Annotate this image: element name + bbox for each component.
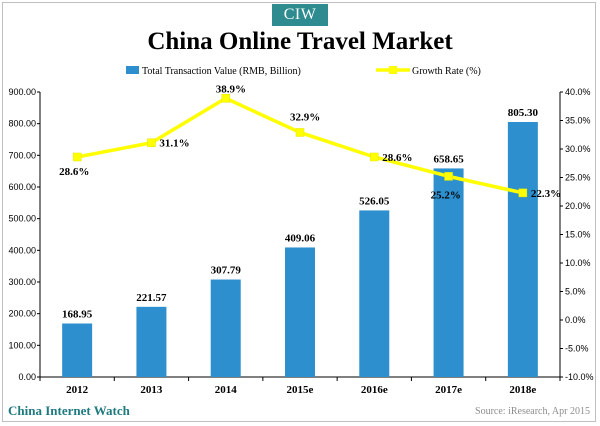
growth-rate-marker <box>370 152 379 162</box>
y-left-tick-label: 400.00 <box>8 245 36 255</box>
bars-group <box>62 121 538 377</box>
growth-rate-marker <box>518 188 528 198</box>
y-left-tick-label: 200.00 <box>8 309 36 319</box>
x-tick-label: 2012 <box>66 384 89 396</box>
legend-swatch-transaction <box>126 66 139 74</box>
bar <box>136 306 167 377</box>
growth-rate-label: 25.2% <box>431 189 461 201</box>
y-right-tick-label: 40.0% <box>565 87 591 97</box>
bar-value-label: 168.95 <box>62 308 93 320</box>
x-tick-label: 2017e <box>435 384 462 396</box>
x-tick-label: 2013 <box>140 384 163 396</box>
y-right-tick-label: 30.0% <box>565 144 591 154</box>
growth-rate-label: 31.1% <box>159 138 189 150</box>
growth-rate-marker <box>444 172 453 181</box>
growth-rate-marker <box>147 138 156 147</box>
chart-title: China Online Travel Market <box>147 28 453 55</box>
bar <box>433 168 464 377</box>
data-labels-group: 168.95 221.57 307.79 409.06 526.05 658.65 805.… <box>59 83 561 320</box>
y-right-tick-label: 25.0% <box>565 173 591 183</box>
x-tick-label: 2016e <box>361 384 388 396</box>
bar <box>210 279 241 377</box>
bar-value-label: 658.65 <box>433 153 464 165</box>
y-right-tick-label: 0.0% <box>565 315 586 325</box>
x-tick-label: 2014 <box>215 384 238 396</box>
y-left-tick-label: 900.00 <box>8 87 36 97</box>
bar-value-label: 409.06 <box>285 232 316 244</box>
y-right-tick-label: 20.0% <box>565 201 591 211</box>
growth-rate-marker <box>72 152 82 162</box>
growth-rate-label: 32.9% <box>290 111 320 123</box>
chart-frame <box>2 2 596 422</box>
y-left-tick-label: 300.00 <box>8 277 36 287</box>
bar <box>507 121 538 377</box>
y-right-tick-label: 35.0% <box>565 116 591 126</box>
y-right-tick-label: 15.0% <box>565 230 591 240</box>
y-left-tick-label: 800.00 <box>8 119 36 129</box>
x-tick-label: 2015e <box>287 384 314 396</box>
y-right-tick-label: -10.0% <box>565 372 594 382</box>
y-left-tick-label: 0.00 <box>18 372 36 382</box>
growth-rate-label: 28.6% <box>59 166 89 178</box>
y-right-tick-label: 5.0% <box>565 287 586 297</box>
source-note: Source: iResearch, Apr 2015 <box>475 406 590 417</box>
bar-value-label: 526.05 <box>359 195 390 207</box>
legend-label-growth: Growth Rate (%) <box>412 66 481 77</box>
bar <box>62 323 93 377</box>
bar-value-label: 307.79 <box>211 265 242 277</box>
x-tick-label: 2018e <box>509 384 536 396</box>
bar-value-label: 805.30 <box>508 107 539 119</box>
y-left-tick-label: 700.00 <box>8 150 36 160</box>
growth-rate-marker <box>221 94 230 103</box>
growth-rate-label: 38.9% <box>216 83 246 95</box>
y-left-tick-label: 100.00 <box>8 340 36 350</box>
legend-label-transaction: Total Transaction Value (RMB, Billion) <box>142 66 301 77</box>
bar <box>359 210 390 377</box>
footer-brand: China Internet Watch <box>8 403 130 418</box>
growth-rate-marker <box>295 128 305 137</box>
y-left-tick-label: 500.00 <box>8 214 36 224</box>
legend: Total Transaction Value (RMB, Billion) Gr… <box>126 66 481 77</box>
growth-rate-label: 22.3% <box>531 188 561 200</box>
growth-rate-label: 28.6% <box>382 152 412 164</box>
ciw-logo: CIW <box>272 4 328 26</box>
bar <box>285 247 315 377</box>
legend-swatch-growth-marker <box>389 66 397 74</box>
y-left-tick-label: 600.00 <box>8 182 36 192</box>
y-right-tick-label: -5.0% <box>565 344 589 354</box>
y-right-tick-label: 10.0% <box>565 258 591 268</box>
growth-line-group <box>72 94 528 198</box>
bar-value-label: 221.57 <box>136 292 167 304</box>
